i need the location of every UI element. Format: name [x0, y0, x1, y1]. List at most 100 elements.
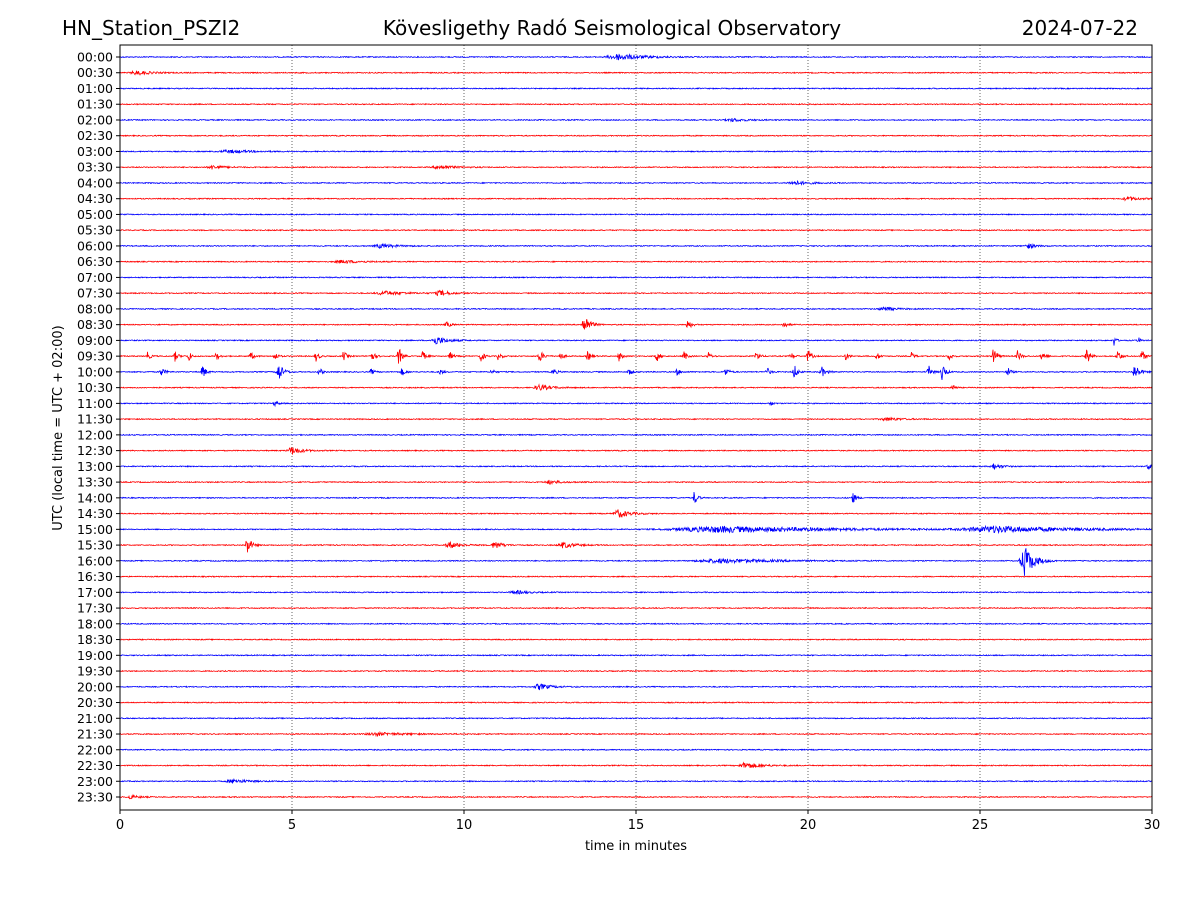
- trace-1300: [119, 463, 1153, 471]
- y-tick-label: 20:30: [77, 695, 113, 710]
- y-tick-label: 01:30: [77, 97, 113, 112]
- y-tick-label: 19:00: [77, 648, 113, 663]
- trace-1330: [119, 479, 1153, 486]
- trace-0100: [119, 87, 1153, 90]
- y-tick-label: 23:00: [77, 774, 113, 789]
- x-tick-label: 25: [972, 818, 989, 833]
- y-tick-label: 02:00: [77, 112, 113, 127]
- y-tick-label: 12:00: [77, 427, 113, 442]
- trace-0230: [119, 134, 1153, 138]
- y-tick-label: 12:30: [77, 443, 113, 458]
- trace-1700: [119, 589, 1153, 595]
- trace-2100: [119, 716, 1153, 720]
- trace-1100: [119, 400, 1153, 408]
- y-tick-label: 00:30: [77, 65, 113, 80]
- trace-0700: [119, 276, 1153, 279]
- trace-1600: [119, 548, 1153, 576]
- trace-1830: [119, 638, 1153, 641]
- y-tick-label: 22:00: [77, 742, 113, 757]
- x-tick-label: 5: [288, 818, 296, 833]
- y-tick-label: 09:00: [77, 333, 113, 348]
- y-tick-label: 00:00: [77, 50, 113, 65]
- date-label: 2024-07-22: [1022, 16, 1138, 40]
- y-tick-label: 14:00: [77, 490, 113, 505]
- y-tick-label: 11:00: [77, 396, 113, 411]
- y-axis-label: UTC (local time = UTC + 02:00): [51, 325, 66, 530]
- y-axis: 00:0000:3001:0001:3002:0002:3003:0003:30…: [77, 50, 120, 805]
- trace-0000: [119, 53, 1153, 61]
- y-tick-label: 10:30: [77, 380, 113, 395]
- trace-0600: [119, 242, 1153, 250]
- trace-1530: [119, 540, 1153, 553]
- trace-2230: [119, 761, 1153, 769]
- y-tick-label: 04:00: [77, 175, 113, 190]
- trace-0930: [119, 348, 1153, 364]
- y-tick-label: 06:30: [77, 254, 113, 269]
- trace-2300: [119, 777, 1153, 784]
- y-tick-label: 03:00: [77, 144, 113, 159]
- trace-0530: [119, 228, 1153, 232]
- y-tick-label: 20:00: [77, 679, 113, 694]
- trace-2000: [119, 683, 1153, 691]
- trace-0900: [119, 337, 1153, 346]
- y-tick-label: 09:30: [77, 349, 113, 364]
- y-tick-label: 21:30: [77, 727, 113, 742]
- y-tick-label: 05:00: [77, 207, 113, 222]
- traces: [119, 53, 1153, 800]
- trace-1930: [119, 669, 1153, 673]
- y-tick-label: 06:00: [77, 238, 113, 253]
- trace-1000: [119, 365, 1153, 381]
- y-tick-label: 04:30: [77, 191, 113, 206]
- trace-1730: [119, 606, 1153, 610]
- trace-1430: [119, 509, 1153, 518]
- grid-lines: [291, 45, 981, 810]
- trace-1230: [119, 447, 1153, 455]
- x-tick-label: 0: [116, 818, 124, 833]
- y-tick-label: 03:30: [77, 160, 113, 175]
- trace-0400: [119, 179, 1153, 186]
- x-tick-label: 30: [1144, 818, 1161, 833]
- trace-1130: [119, 416, 1153, 422]
- y-tick-label: 02:30: [77, 128, 113, 143]
- y-tick-label: 18:30: [77, 632, 113, 647]
- y-tick-label: 22:30: [77, 758, 113, 773]
- trace-1630: [119, 575, 1153, 578]
- trace-2330: [120, 793, 1153, 800]
- trace-2130: [120, 730, 1153, 738]
- trace-1500: [119, 524, 1153, 535]
- trace-1030: [119, 383, 1153, 391]
- x-tick-label: 20: [800, 818, 817, 833]
- trace-0830: [119, 319, 1153, 330]
- y-tick-label: 17:00: [77, 585, 113, 600]
- y-tick-label: 10:00: [77, 364, 113, 379]
- trace-1800: [119, 622, 1153, 626]
- y-tick-label: 08:00: [77, 301, 113, 316]
- trace-0330: [119, 164, 1153, 170]
- y-tick-label: 08:30: [77, 317, 113, 332]
- trace-0630: [119, 259, 1153, 265]
- trace-1200: [119, 433, 1153, 437]
- x-axis-label: time in minutes: [585, 839, 687, 854]
- x-axis: 0 5 10 15 20 25 30: [116, 810, 1160, 833]
- trace-0730: [119, 289, 1153, 297]
- y-tick-label: 16:30: [77, 569, 113, 584]
- y-tick-label: 15:30: [77, 538, 113, 553]
- y-tick-label: 15:00: [77, 522, 113, 537]
- trace-0500: [119, 213, 1153, 216]
- y-tick-label: 17:30: [77, 601, 113, 616]
- trace-0200: [119, 117, 1153, 123]
- x-tick-label: 10: [456, 818, 473, 833]
- trace-0130: [119, 102, 1153, 106]
- y-tick-label: 23:30: [77, 790, 113, 805]
- trace-0800: [119, 306, 1153, 312]
- y-tick-label: 13:00: [77, 459, 113, 474]
- x-tick-label: 15: [628, 818, 645, 833]
- y-tick-label: 01:00: [77, 81, 113, 96]
- y-tick-label: 16:00: [77, 553, 113, 568]
- station-label: HN_Station_PSZI2: [62, 16, 240, 40]
- trace-0030: [119, 69, 1153, 76]
- chart-title: Kövesligethy Radó Seismological Observat…: [383, 16, 841, 40]
- y-tick-label: 07:00: [77, 270, 113, 285]
- trace-0300: [119, 148, 1153, 155]
